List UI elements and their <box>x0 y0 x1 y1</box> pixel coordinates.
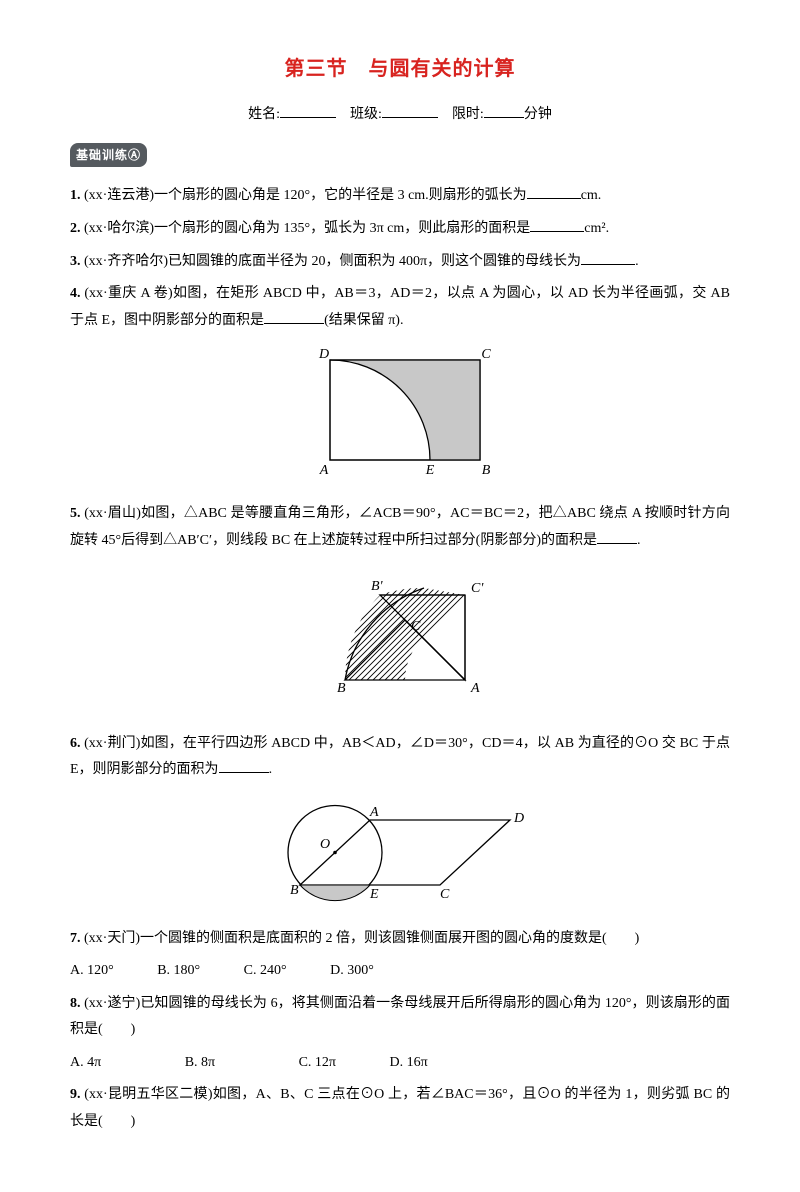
svg-text:A: A <box>470 681 480 696</box>
q7-text: (xx·天门)一个圆锥的侧面积是底面积的 2 倍，则该圆锥侧面展开图的圆心角的度… <box>84 931 639 946</box>
question-3: 3. (xx·齐齐哈尔)已知圆锥的底面半径为 20，侧面积为 400π，则这个圆… <box>70 249 730 276</box>
class-blank[interactable] <box>382 103 438 118</box>
limit-label: 限时: <box>452 107 484 122</box>
q3-blank[interactable] <box>581 250 635 265</box>
q2-blank[interactable] <box>530 217 584 232</box>
question-5: 5. (xx·眉山)如图，△ABC 是等腰直角三角形，∠ACB＝90°，AC＝B… <box>70 501 730 554</box>
svg-text:C': C' <box>471 581 484 596</box>
name-blank[interactable] <box>280 103 336 118</box>
question-4: 4. (xx·重庆 A 卷)如图，在矩形 ABCD 中，AB＝3，AD＝2，以点… <box>70 281 730 334</box>
q6-num: 6. <box>70 736 81 751</box>
q1-text: (xx·连云港)一个扇形的圆心角是 120°，它的半径是 3 cm.则扇形的弧长… <box>84 188 527 203</box>
svg-text:B: B <box>290 883 299 898</box>
q7-num: 7. <box>70 931 81 946</box>
svg-text:B': B' <box>371 579 384 594</box>
question-7: 7. (xx·天门)一个圆锥的侧面积是底面积的 2 倍，则该圆锥侧面展开图的圆心… <box>70 926 730 953</box>
page-title: 第三节 与圆有关的计算 <box>70 50 730 88</box>
q8-opt-c[interactable]: C. 12π <box>299 1050 336 1077</box>
q8-opt-a[interactable]: A. 4π <box>70 1050 101 1077</box>
figure-5: A B C B' C' <box>70 560 730 721</box>
svg-text:A: A <box>369 805 379 820</box>
q5-num: 5. <box>70 506 81 521</box>
svg-text:B: B <box>482 463 491 478</box>
q7-options: A. 120° B. 180° C. 240° D. 300° <box>70 958 730 985</box>
name-label: 姓名: <box>248 107 280 122</box>
q9-num: 9. <box>70 1087 81 1102</box>
q8-num: 8. <box>70 996 81 1011</box>
q3-text: (xx·齐齐哈尔)已知圆锥的底面半径为 20，侧面积为 400π，则这个圆锥的母… <box>84 254 581 269</box>
q7-opt-b[interactable]: B. 180° <box>157 958 200 985</box>
q2-unit: cm². <box>584 221 609 236</box>
question-9: 9. (xx·昆明五华区二模)如图，A、B、C 三点在⊙O 上，若∠BAC＝36… <box>70 1082 730 1135</box>
svg-text:E: E <box>369 887 379 902</box>
q4-blank[interactable] <box>264 309 324 324</box>
q3-num: 3. <box>70 254 81 269</box>
q7-opt-d[interactable]: D. 300° <box>330 958 374 985</box>
svg-text:A: A <box>319 463 329 478</box>
q6-tail: . <box>269 762 273 777</box>
q6-blank[interactable] <box>219 758 269 773</box>
question-2: 2. (xx·哈尔滨)一个扇形的圆心角为 135°，弧长为 3π cm，则此扇形… <box>70 216 730 243</box>
q5-blank[interactable] <box>597 529 637 544</box>
minute-label: 分钟 <box>524 107 552 122</box>
q2-text: (xx·哈尔滨)一个扇形的圆心角为 135°，弧长为 3π cm，则此扇形的面积… <box>84 221 530 236</box>
svg-text:C: C <box>440 887 450 902</box>
q4-tail: (结果保留 π). <box>324 313 403 328</box>
svg-text:B: B <box>337 681 346 696</box>
svg-text:O: O <box>320 837 330 852</box>
q1-unit: cm. <box>581 188 602 203</box>
svg-text:D: D <box>318 347 329 362</box>
figure-6: A B C D E O <box>70 790 730 916</box>
q6-text: (xx·荆门)如图，在平行四边形 ABCD 中，AB＜AD，∠D＝30°，CD＝… <box>70 736 730 778</box>
q8-opt-d[interactable]: D. 16π <box>390 1050 428 1077</box>
q8-options: A. 4π B. 8π C. 12π D. 16π <box>70 1050 730 1077</box>
class-label: 班级: <box>350 107 382 122</box>
q3-unit: . <box>635 254 639 269</box>
q7-opt-c[interactable]: C. 240° <box>244 958 287 985</box>
q2-num: 2. <box>70 221 81 236</box>
limit-blank[interactable] <box>484 103 524 118</box>
q7-opt-a[interactable]: A. 120° <box>70 958 114 985</box>
svg-text:E: E <box>425 463 435 478</box>
student-info-line: 姓名: 班级: 限时: 分钟 <box>70 102 730 129</box>
q5-tail: . <box>637 533 641 548</box>
question-1: 1. (xx·连云港)一个扇形的圆心角是 120°，它的半径是 3 cm.则扇形… <box>70 183 730 210</box>
q1-blank[interactable] <box>527 184 581 199</box>
svg-text:C: C <box>411 619 421 634</box>
figure-4: D C A B E <box>70 340 730 491</box>
q4-num: 4. <box>70 286 81 301</box>
question-6: 6. (xx·荆门)如图，在平行四边形 ABCD 中，AB＜AD，∠D＝30°，… <box>70 731 730 784</box>
section-badge: 基础训练Ⓐ <box>70 143 147 168</box>
q8-text: (xx·遂宁)已知圆锥的母线长为 6，将其侧面沿着一条母线展开后所得扇形的圆心角… <box>70 996 730 1038</box>
q8-opt-b[interactable]: B. 8π <box>185 1050 215 1077</box>
svg-text:D: D <box>513 811 524 826</box>
q9-text: (xx·昆明五华区二模)如图，A、B、C 三点在⊙O 上，若∠BAC＝36°，且… <box>70 1087 730 1129</box>
question-8: 8. (xx·遂宁)已知圆锥的母线长为 6，将其侧面沿着一条母线展开后所得扇形的… <box>70 991 730 1044</box>
q1-num: 1. <box>70 188 81 203</box>
svg-text:C: C <box>481 347 491 362</box>
